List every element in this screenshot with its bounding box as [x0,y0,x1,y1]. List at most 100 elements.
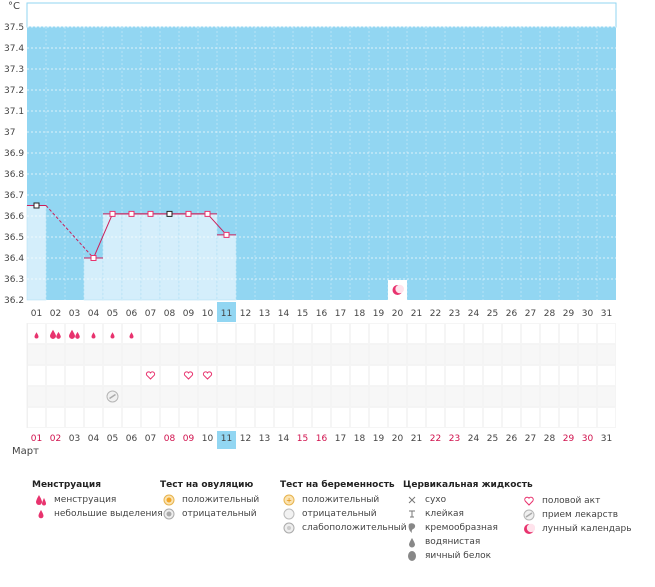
grid-cell [217,365,236,386]
grid-cell [388,323,407,344]
grid-cell [179,344,198,365]
double-drop-icon [69,329,80,339]
grid-cell [312,323,331,344]
y-tick-label: 37.1 [4,107,24,117]
day-label: 10 [202,434,214,444]
grid-cell [236,344,255,365]
grid-cell [46,344,65,365]
day-label: 04 [88,434,100,444]
grid-cell [426,407,445,428]
grid-cell [350,365,369,386]
grid-cell [445,365,464,386]
pregnancy-weak-icon [280,522,298,534]
grid-cell [84,407,103,428]
heart-icon [145,371,156,380]
grid-cell [540,386,559,407]
grid-cell [369,386,388,407]
grid-cell [426,323,445,344]
grid-cell [369,344,388,365]
x-tick-label: 20 [392,309,404,319]
temperature-bar [140,213,161,301]
grid-cell [160,365,179,386]
grid-cell [65,323,84,344]
legend-item: прием лекарств [520,508,632,522]
y-tick-label: 36.2 [4,296,24,306]
grid-cell [293,344,312,365]
x-tick-label: 10 [202,309,214,319]
double-drop-icon [50,329,61,339]
grid-cell [578,344,597,365]
grid-cell [293,407,312,428]
egg-white-icon [403,550,421,562]
today-highlight-top [217,302,236,322]
grid-cell [198,365,217,386]
grid-cell [236,407,255,428]
pregnancy-negative-icon [280,508,298,520]
drop-shape [50,329,56,339]
grid-cell [502,365,521,386]
day-label: 03 [69,434,80,444]
pregnancy-positive-icon: + [280,494,298,506]
legend-label: менструация [54,495,117,505]
day-label: 14 [278,434,290,444]
grid-cell [464,386,483,407]
legend-label: яичный белок [425,551,492,561]
legend-item: небольшие выделения [32,507,163,521]
x-tick-label: 27 [525,309,536,319]
legend-label: положительный [302,495,380,505]
grid-cell [65,344,84,365]
drop-icon [129,332,134,339]
day-label: 12 [240,434,251,444]
day-label: 15 [297,434,308,444]
grid-cell [141,365,160,386]
grid-cell [464,323,483,344]
grid-cell [122,365,141,386]
drop-icon [32,509,50,519]
x-tick-label: 17 [335,309,346,319]
legend-item: слабоположительный [280,521,407,535]
legend-other: половой акт прием лекарств лунный календ… [520,494,632,536]
grid-cell [502,386,521,407]
grid-cell [274,344,293,365]
grid-cell [407,365,426,386]
day-label: 18 [354,434,366,444]
grid-cell [597,386,616,407]
grid-cell [540,407,559,428]
heart-icon [520,496,538,506]
day-label: 08 [164,434,176,444]
y-tick-label: 37.5 [4,23,24,33]
grid-cell [255,386,274,407]
legend-item: сухо [403,493,533,507]
day-label: 07 [145,434,156,444]
grid-cell [559,407,578,428]
grid-cell [483,344,502,365]
temperature-line-dashed [45,205,94,259]
x-tick-label: 06 [126,309,138,319]
grid-cell [559,365,578,386]
temperature-line [207,213,227,236]
grid-cell [521,344,540,365]
y-tick-label: 36.6 [4,212,24,222]
grid-cell [312,386,331,407]
grid-cell [122,344,141,365]
grid-cell [236,386,255,407]
double-drop-icon [32,494,50,506]
grid-cell [46,323,65,344]
legend-item: клейкая [403,507,533,521]
y-tick-label: 36.4 [4,254,24,264]
legend-label: сухо [425,495,447,505]
grid-cell [103,344,122,365]
grid-cell [521,386,540,407]
day-label: 25 [487,434,498,444]
day-label: 09 [183,434,195,444]
legend-label: отрицательный [182,509,257,519]
sticky-icon [403,509,421,519]
grid-cell [141,386,160,407]
grid-cell [160,323,179,344]
grid-cell [369,365,388,386]
grid-cell [521,323,540,344]
day-label: 11 [221,434,232,444]
grid-cell [331,386,350,407]
grid-cell [559,344,578,365]
grid-cell [27,407,46,428]
